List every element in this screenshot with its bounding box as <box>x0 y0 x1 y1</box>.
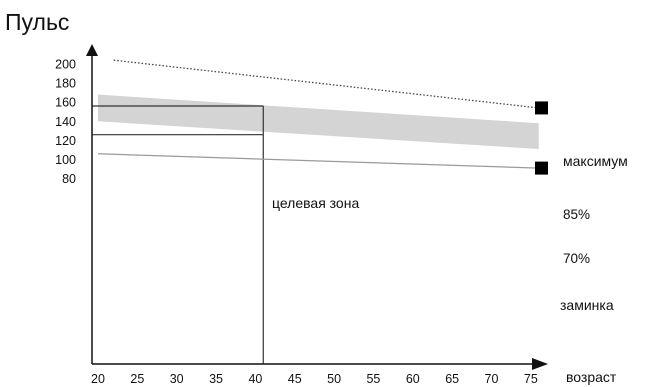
marker-cooldown <box>535 161 548 175</box>
target-zone-band <box>98 94 539 149</box>
x-tick-label: 55 <box>366 372 380 386</box>
y-tick-label: 100 <box>55 153 76 167</box>
x-tick-label: 35 <box>209 372 223 386</box>
x-axis-title: возраст <box>566 369 617 385</box>
x-tick-label: 75 <box>524 372 538 386</box>
max-label: максимум <box>563 153 628 169</box>
x-tick-label: 50 <box>327 372 341 386</box>
y-axis-title: Пульс <box>5 9 69 35</box>
series-markers <box>535 101 548 175</box>
x-tick-label: 65 <box>445 372 459 386</box>
x-tick-label: 40 <box>248 372 262 386</box>
y-tick-label: 180 <box>55 77 76 91</box>
x-tick-label: 30 <box>170 372 184 386</box>
target-zone-label: целевая зона <box>272 195 359 211</box>
axes <box>86 44 548 370</box>
y-tick-labels: 80 100 120 140 160 180 200 <box>55 58 76 187</box>
y-tick-label: 160 <box>55 96 76 110</box>
x-tick-label: 60 <box>406 372 420 386</box>
cooldown-label: заминка <box>560 297 614 313</box>
x-tick-label: 45 <box>288 372 302 386</box>
series-line-cooldown <box>97 153 539 169</box>
x-axis-arrow <box>532 358 548 370</box>
marker-max <box>535 101 548 115</box>
x-tick-label: 20 <box>91 372 105 386</box>
y-tick-label: 200 <box>55 58 76 72</box>
y-tick-label: 140 <box>55 115 76 129</box>
target-zone-band-layer <box>98 94 539 149</box>
y-tick-label: 120 <box>55 134 76 148</box>
reference-lines <box>92 105 264 364</box>
series-line-max <box>113 59 539 109</box>
y-axis-arrow <box>86 44 98 56</box>
x-tick-labels: 20 25 30 35 40 45 50 55 60 65 70 75 <box>91 372 538 386</box>
y-tick-label: 80 <box>62 172 76 186</box>
x-tick-label: 70 <box>485 372 499 386</box>
series-lines <box>97 59 539 169</box>
band-upper-label: 85% <box>563 207 590 222</box>
band-lower-label: 70% <box>563 251 590 266</box>
x-tick-label: 25 <box>130 372 144 386</box>
